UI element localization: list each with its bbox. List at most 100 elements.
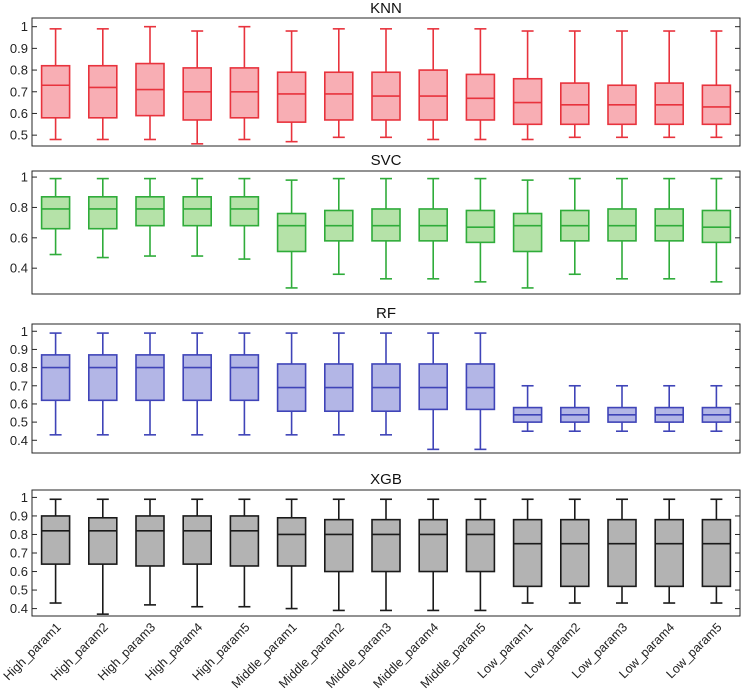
y-tick-label: 0.5	[10, 415, 28, 430]
box-middle-param1	[276, 498, 307, 610]
iqr-box	[229, 354, 260, 402]
iqr-box	[88, 64, 118, 119]
box-middle-param5	[465, 28, 496, 141]
panel-frame	[31, 323, 741, 454]
panel-frame	[31, 17, 741, 147]
iqr-box	[701, 84, 732, 126]
iqr-box	[323, 518, 354, 573]
panel-title: RF	[376, 305, 396, 322]
iqr-box	[559, 82, 590, 126]
box-high-param2	[88, 332, 118, 436]
iqr-box	[654, 82, 685, 126]
iqr-box	[182, 354, 212, 402]
y-tick-label: 0.8	[10, 63, 28, 78]
iqr-box	[276, 71, 307, 123]
panel-title: KNN	[370, 0, 402, 17]
iqr-box	[40, 196, 71, 230]
panel-rf: RF 0.4 0.5 0.6 0.7 0.8 0.9 1	[10, 305, 741, 454]
iqr-box	[40, 515, 71, 565]
box-low-param1	[512, 384, 543, 432]
box-high-param2	[88, 498, 118, 615]
box-middle-param4	[418, 498, 449, 612]
box-high-param5	[229, 177, 260, 260]
box-middle-param5	[465, 332, 496, 451]
iqr-box	[276, 212, 307, 253]
box-low-param5	[701, 177, 732, 283]
y-tick-label: 1	[21, 490, 28, 505]
box-low-param3	[607, 30, 637, 139]
box-middle-param5	[465, 177, 496, 283]
iqr-box	[418, 363, 449, 411]
y-tick-label: 0.6	[10, 230, 28, 245]
iqr-box	[418, 518, 449, 573]
iqr-box	[135, 354, 165, 402]
y-tick-label: 0.5	[10, 128, 28, 143]
box-middle-param3	[371, 28, 401, 139]
panel-knn: KNN 0.5 0.6 0.7 0.8 0.9 1	[10, 0, 741, 147]
box-middle-param1	[276, 332, 307, 436]
box-low-param1	[512, 179, 543, 289]
y-tick-label: 1	[21, 170, 28, 185]
y-tick-label: 0.7	[10, 84, 28, 99]
box-middle-param3	[371, 332, 401, 436]
box-high-param2	[88, 177, 118, 259]
y-tick-label: 0.8	[10, 200, 28, 215]
iqr-box	[323, 71, 354, 121]
box-high-param3	[135, 25, 165, 141]
y-tick-label: 0.7	[10, 378, 28, 393]
y-tick-label: 0.6	[10, 396, 28, 411]
box-low-param4	[654, 177, 685, 280]
iqr-box	[88, 196, 118, 230]
box-low-param2	[559, 384, 590, 432]
y-tick-label: 0.9	[10, 342, 28, 357]
panel-frame	[31, 170, 741, 295]
box-high-param5	[229, 498, 260, 608]
box-low-param2	[559, 177, 590, 276]
iqr-box	[182, 515, 212, 565]
box-high-param4	[182, 177, 212, 257]
box-low-param1	[512, 498, 543, 604]
box-high-param5	[229, 332, 260, 436]
y-tick-label: 0.8	[10, 360, 28, 375]
box-high-param1	[40, 498, 71, 604]
iqr-box	[465, 363, 496, 411]
box-middle-param1	[276, 179, 307, 289]
box-middle-param3	[371, 177, 401, 280]
box-low-param4	[654, 498, 685, 604]
box-low-param3	[607, 177, 637, 280]
iqr-box	[607, 518, 637, 588]
box-middle-param2	[323, 177, 354, 276]
y-tick-label: 1	[21, 19, 28, 34]
box-low-param5	[701, 30, 732, 139]
iqr-box	[371, 518, 401, 573]
iqr-box	[229, 67, 260, 119]
y-tick-label: 0.7	[10, 546, 28, 561]
box-high-param3	[135, 177, 165, 257]
panel-svc: SVC 0.4 0.6 0.8 1	[10, 152, 741, 295]
iqr-box	[418, 69, 449, 121]
iqr-box	[135, 196, 165, 227]
box-low-param3	[607, 498, 637, 604]
iqr-box	[88, 354, 118, 402]
box-middle-param4	[418, 332, 449, 451]
box-middle-param3	[371, 498, 401, 612]
y-tick-label: 0.6	[10, 564, 28, 579]
iqr-box	[512, 212, 543, 253]
box-middle-param2	[323, 28, 354, 139]
iqr-box	[88, 516, 118, 565]
box-high-param4	[182, 332, 212, 436]
box-high-param1	[40, 332, 71, 436]
box-high-param2	[88, 28, 118, 141]
box-low-param4	[654, 384, 685, 432]
iqr-box	[465, 518, 496, 573]
y-tick-label: 0.4	[10, 601, 28, 616]
iqr-box	[512, 77, 543, 126]
box-low-param3	[607, 384, 637, 432]
iqr-box	[229, 196, 260, 227]
box-high-param4	[182, 498, 212, 608]
iqr-box	[465, 73, 496, 121]
iqr-box	[276, 516, 307, 567]
box-low-param1	[512, 30, 543, 141]
box-high-param5	[229, 25, 260, 141]
